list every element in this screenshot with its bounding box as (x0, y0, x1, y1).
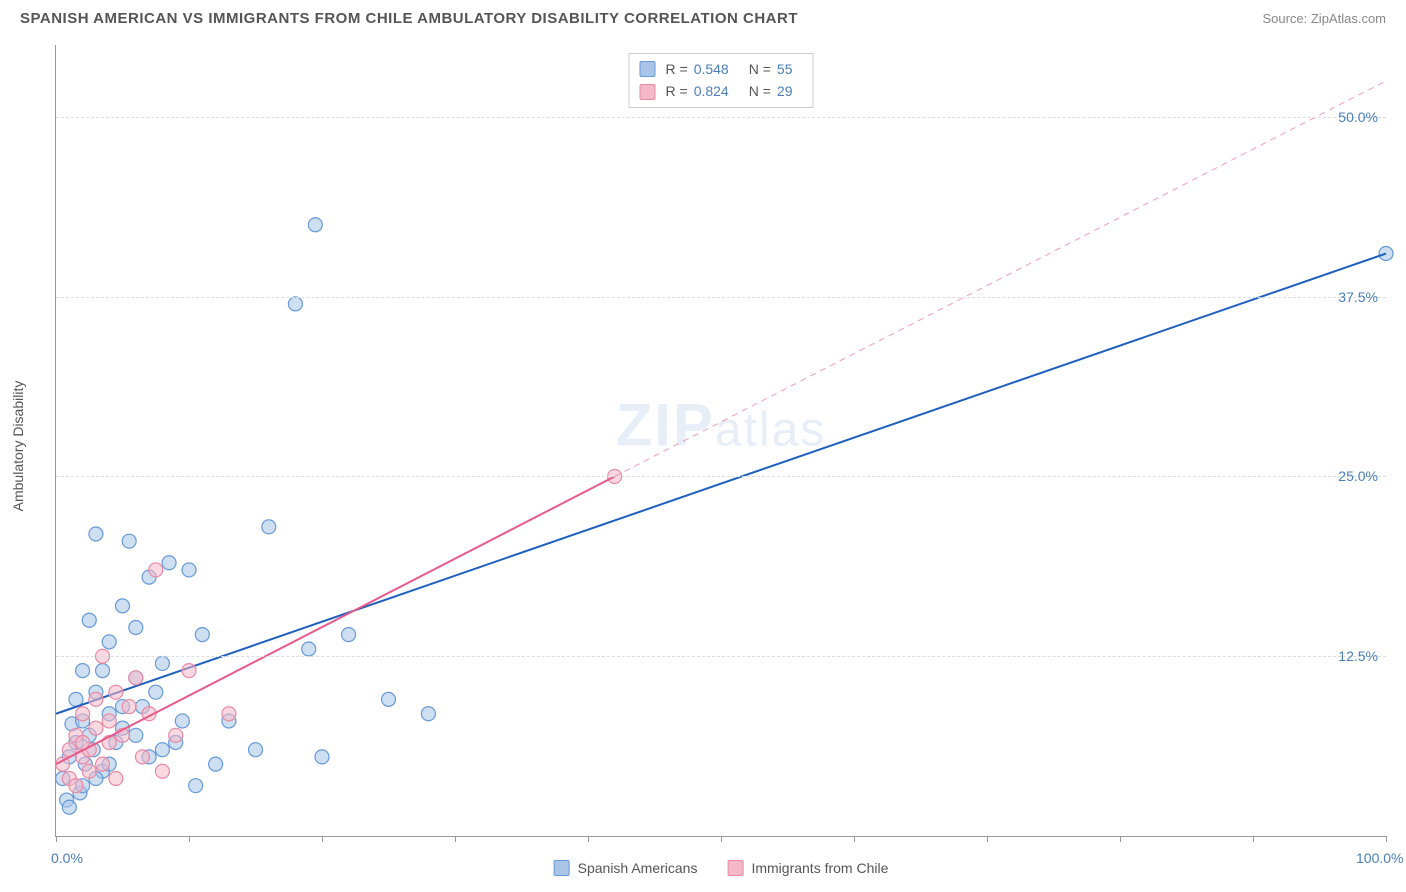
data-point (209, 757, 223, 771)
bottom-legend: Spanish Americans Immigrants from Chile (554, 860, 889, 876)
y-tick-label: 25.0% (1338, 468, 1378, 484)
data-point (89, 527, 103, 541)
data-point (162, 556, 176, 570)
x-tick (721, 836, 722, 842)
chart-plot-area: ZIPatlas R = 0.548 N = 55 R = 0.824 N = … (55, 45, 1386, 837)
y-tick-label: 37.5% (1338, 289, 1378, 305)
data-point (82, 613, 96, 627)
gridline (56, 117, 1386, 118)
data-point (129, 620, 143, 634)
data-point (89, 692, 103, 706)
data-point (149, 685, 163, 699)
data-point (155, 656, 169, 670)
source-label: Source: ZipAtlas.com (1262, 11, 1386, 26)
legend-label-1: Immigrants from Chile (751, 860, 888, 876)
data-point (342, 628, 356, 642)
x-tick (1120, 836, 1121, 842)
data-point (129, 728, 143, 742)
data-point (189, 779, 203, 793)
y-tick-label: 12.5% (1338, 648, 1378, 664)
swatch-series-1-icon (727, 860, 743, 876)
data-point (182, 563, 196, 577)
data-point (96, 664, 110, 678)
data-point (421, 707, 435, 721)
gridline (56, 476, 1386, 477)
data-point (249, 743, 263, 757)
x-tick-label: 0.0% (51, 850, 83, 866)
x-tick (322, 836, 323, 842)
x-tick (588, 836, 589, 842)
y-axis-label: Ambulatory Disability (10, 381, 26, 512)
data-point (109, 685, 123, 699)
trend-line (56, 254, 1386, 714)
gridline (56, 656, 1386, 657)
data-point (155, 743, 169, 757)
x-tick-label: 100.0% (1356, 850, 1403, 866)
data-point (169, 728, 183, 742)
data-point (175, 714, 189, 728)
data-point (288, 297, 302, 311)
trend-line (56, 476, 615, 764)
x-tick (56, 836, 57, 842)
data-point (308, 218, 322, 232)
data-point (302, 642, 316, 656)
scatter-svg (56, 45, 1386, 836)
x-tick (1253, 836, 1254, 842)
data-point (122, 534, 136, 548)
data-point (182, 664, 196, 678)
data-point (96, 757, 110, 771)
x-tick (455, 836, 456, 842)
data-point (82, 764, 96, 778)
legend-item-0: Spanish Americans (554, 860, 698, 876)
data-point (129, 671, 143, 685)
x-tick (189, 836, 190, 842)
data-point (102, 635, 116, 649)
trend-line-extrapolated (615, 81, 1386, 477)
data-point (155, 764, 169, 778)
x-tick (1386, 836, 1387, 842)
data-point (315, 750, 329, 764)
legend-label-0: Spanish Americans (578, 860, 698, 876)
data-point (149, 563, 163, 577)
data-point (76, 664, 90, 678)
x-tick (854, 836, 855, 842)
swatch-series-0-icon (554, 860, 570, 876)
data-point (76, 707, 90, 721)
chart-title: SPANISH AMERICAN VS IMMIGRANTS FROM CHIL… (20, 10, 798, 27)
gridline (56, 297, 1386, 298)
data-point (122, 700, 136, 714)
data-point (135, 750, 149, 764)
data-point (222, 707, 236, 721)
data-point (262, 520, 276, 534)
data-point (195, 628, 209, 642)
data-point (109, 771, 123, 785)
data-point (62, 800, 76, 814)
y-tick-label: 50.0% (1338, 109, 1378, 125)
data-point (116, 599, 130, 613)
data-point (89, 721, 103, 735)
data-point (102, 714, 116, 728)
x-tick (987, 836, 988, 842)
data-point (382, 692, 396, 706)
data-point (69, 779, 83, 793)
legend-item-1: Immigrants from Chile (727, 860, 888, 876)
